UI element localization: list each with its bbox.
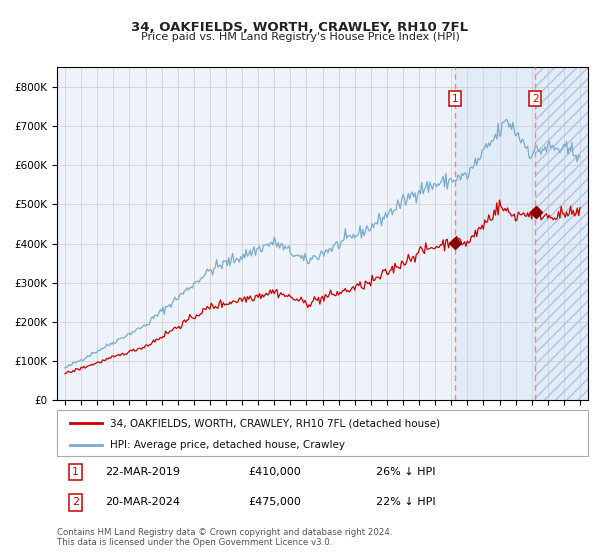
Text: £410,000: £410,000 [248,467,301,477]
Text: 34, OAKFIELDS, WORTH, CRAWLEY, RH10 7FL: 34, OAKFIELDS, WORTH, CRAWLEY, RH10 7FL [131,21,469,34]
Text: 1: 1 [451,94,458,104]
Text: £475,000: £475,000 [248,497,301,507]
Bar [535,67,588,400]
Text: Price paid vs. HM Land Registry's House Price Index (HPI): Price paid vs. HM Land Registry's House … [140,32,460,42]
Bar [535,67,588,400]
Text: 22% ↓ HPI: 22% ↓ HPI [376,497,435,507]
FancyBboxPatch shape [57,410,588,456]
Text: 2: 2 [532,94,539,104]
Text: 2: 2 [72,497,79,507]
Text: 1: 1 [72,467,79,477]
Text: 34, OAKFIELDS, WORTH, CRAWLEY, RH10 7FL (detached house): 34, OAKFIELDS, WORTH, CRAWLEY, RH10 7FL … [110,418,440,428]
Text: HPI: Average price, detached house, Crawley: HPI: Average price, detached house, Craw… [110,440,345,450]
Text: Contains HM Land Registry data © Crown copyright and database right 2024.
This d: Contains HM Land Registry data © Crown c… [57,528,392,547]
Bar [455,67,535,400]
Text: 26% ↓ HPI: 26% ↓ HPI [376,467,435,477]
Text: 20-MAR-2024: 20-MAR-2024 [105,497,180,507]
Text: 22-MAR-2019: 22-MAR-2019 [105,467,180,477]
